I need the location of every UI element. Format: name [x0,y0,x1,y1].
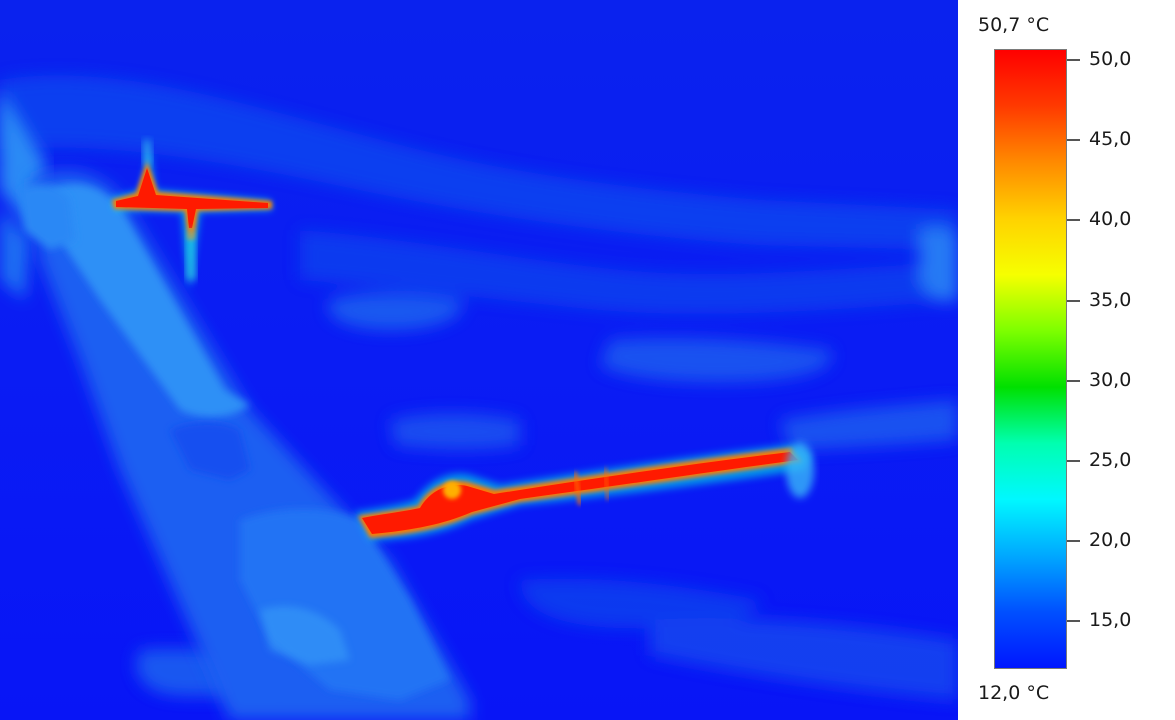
scale-tick-label: 40,0 [1089,208,1131,230]
temperature-scale-panel: 50,7 °C 50,0 45,0 40,0 35,0 30,0 25,0 20,0 15,0… [958,0,1175,720]
pipe-end-glow [786,442,814,498]
scale-tick-mark [1067,540,1080,542]
scale-tick-mark [1067,300,1080,302]
scale-tick-label: 15,0 [1089,609,1131,631]
scale-tick-label: 35,0 [1089,289,1131,311]
thermal-image [0,0,958,720]
scale-tick-mark [1067,380,1080,382]
scale-tick-label: 50,0 [1089,48,1131,70]
scale-tick-label: 45,0 [1089,128,1131,150]
scale-tick-mark [1067,460,1080,462]
scale-ticks: 50,0 45,0 40,0 35,0 30,0 25,0 20,0 15,0 [1067,49,1167,669]
thermal-image-canvas [0,0,958,720]
scale-tick-label: 20,0 [1089,529,1131,551]
scale-tick-mark [1067,59,1080,61]
scale-max-label: 50,7 °C [978,14,1049,36]
scale-tick-label: 30,0 [1089,369,1131,391]
scale-tick-label: 25,0 [1089,449,1131,471]
scale-tick-mark [1067,219,1080,221]
scale-tick-mark [1067,139,1080,141]
scale-min-label: 12,0 °C [978,682,1049,704]
temperature-color-bar [994,49,1067,669]
scale-tick-mark [1067,620,1080,622]
